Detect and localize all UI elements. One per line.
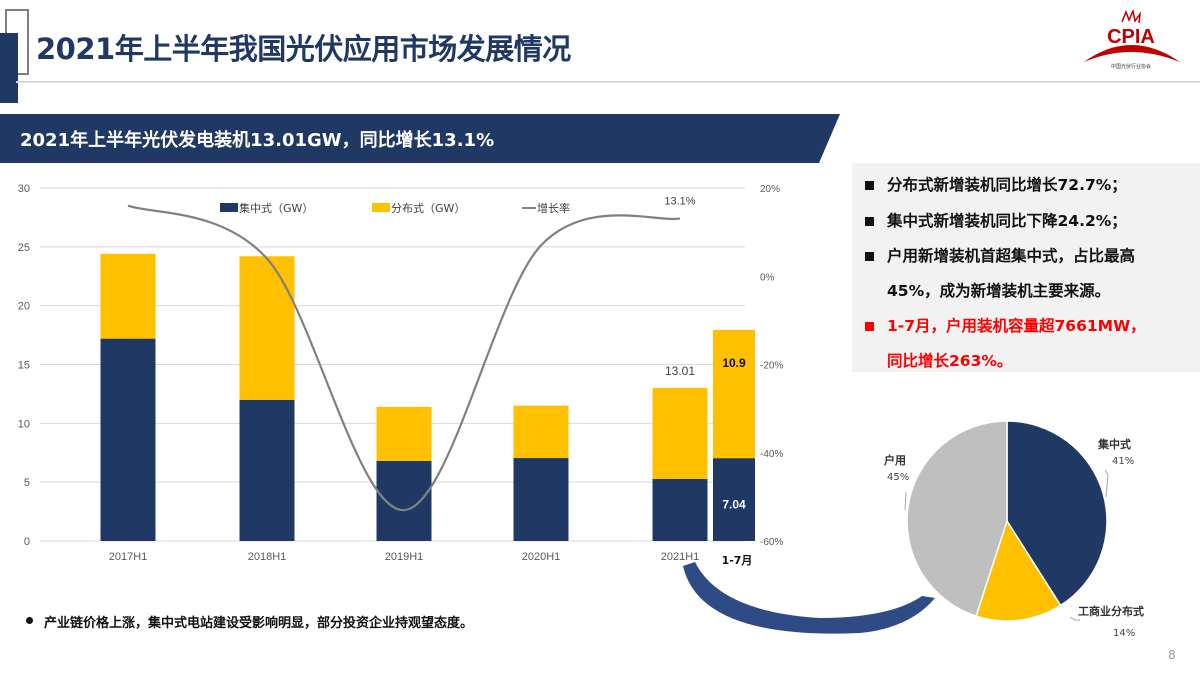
bullet-icon (865, 252, 874, 261)
pie-value: 14% (1113, 628, 1136, 639)
y-tick-label: 15 (18, 360, 30, 372)
y-tick-label: 10 (18, 418, 30, 430)
bullet-icon (865, 181, 874, 190)
legend-label: 增长率 (537, 201, 570, 215)
legend-label: 集中式（GW） (239, 201, 313, 215)
bar-central (652, 478, 708, 541)
y-tick-label: 25 (18, 242, 30, 254)
x-tick-label: 2018H1 (248, 551, 287, 563)
pie-label: 集中式 (1098, 438, 1131, 451)
data-label: 7.04 (722, 498, 746, 512)
info-item-highlight-cont: 同比增长263%。 (887, 352, 1013, 370)
y-tick-label: 30 (18, 183, 30, 195)
bullet-icon (865, 217, 874, 226)
page-title: 2021年上半年我国光伏应用市场发展情况 (36, 32, 571, 66)
bar-distributed (652, 387, 708, 479)
bar-distributed (513, 405, 569, 459)
bar-distributed (239, 256, 295, 400)
y2-tick-label: -20% (760, 361, 783, 372)
line-label: 13.1% (664, 195, 695, 207)
stacked-bar-chart: 0 5 10 15 20 25 30 -60% -40% -20% 0% 20% 2017H1 2018H… (18, 183, 784, 567)
leader-line (1104, 469, 1109, 498)
headline-text: 2021年上半年光伏发电装机13.01GW，同比增长13.1% (20, 130, 495, 151)
cpia-logo: CPIA 中国光伏行业协会 (1084, 10, 1180, 70)
bar-distributed (100, 253, 156, 339)
legend-swatch (372, 203, 390, 212)
info-item-cont: 45%，成为新增装机主要来源。 (887, 282, 1111, 300)
title-decoration (0, 33, 18, 103)
divider (16, 81, 1200, 83)
bar-central (239, 399, 295, 541)
pie-label: 户用 (884, 454, 906, 467)
headline-banner: 2021年上半年光伏发电装机13.01GW，同比增长13.1% (0, 114, 840, 163)
total-label: 13.01 (665, 364, 695, 378)
legend-label: 分布式（GW） (391, 202, 465, 215)
y-tick-label: 20 (18, 301, 30, 313)
pie-slice (975, 519, 1062, 622)
info-item: 集中式新增装机同比下降24.2%； (887, 212, 1127, 230)
pie-slice (906, 420, 1008, 618)
svg-text:中国光伏行业协会: 中国光伏行业协会 (1111, 63, 1151, 70)
bar-distributed-jan-jul (713, 329, 755, 459)
bullet-icon (865, 322, 874, 331)
bar-distributed (376, 406, 432, 461)
x-tick-label: 2017H1 (109, 551, 148, 563)
info-item: 户用新增装机首超集中式，占比最高 (887, 247, 1136, 265)
leader-line (904, 491, 907, 511)
y2-tick-label: 20% (760, 184, 780, 195)
bar-central-jan-jul (713, 458, 755, 541)
y-tick-label: 0 (24, 536, 30, 548)
bar-central (513, 458, 569, 541)
info-item: 分布式新增装机同比增长72.7%； (887, 176, 1127, 194)
pie-value: 45% (887, 472, 910, 483)
page-number: 8 (1168, 648, 1176, 662)
bullet-icon (26, 617, 33, 624)
legend-swatch (220, 203, 238, 212)
growth-rate-line (127, 204, 681, 512)
y2-tick-label: -40% (760, 449, 783, 460)
pie-slice (1006, 420, 1108, 607)
svg-text:CPIA: CPIA (1107, 26, 1155, 48)
x-tick-label: 2020H1 (522, 551, 561, 563)
data-label: 10.9 (722, 356, 746, 370)
y-tick-label: 5 (24, 477, 30, 489)
x-tick-label: 1-7月 (722, 554, 753, 567)
info-item-highlight: 1-7月，户用装机容量超7661MW， (887, 317, 1146, 335)
y2-tick-label: -60% (760, 537, 783, 548)
y2-tick-label: 0% (760, 272, 775, 283)
x-tick-label: 2021H1 (661, 551, 700, 563)
footnote: 产业链价格上涨，集中式电站建设受影响明显，部分投资企业持观望态度。 (44, 616, 474, 631)
x-tick-label: 2019H1 (385, 551, 424, 563)
pie-value: 41% (1112, 456, 1135, 467)
pie-label: 工商业分布式 (1078, 605, 1144, 618)
bar-central (100, 338, 156, 541)
info-box: 分布式新增装机同比增长72.7%； 集中式新增装机同比下降24.2%； 户用新增… (852, 163, 1200, 372)
